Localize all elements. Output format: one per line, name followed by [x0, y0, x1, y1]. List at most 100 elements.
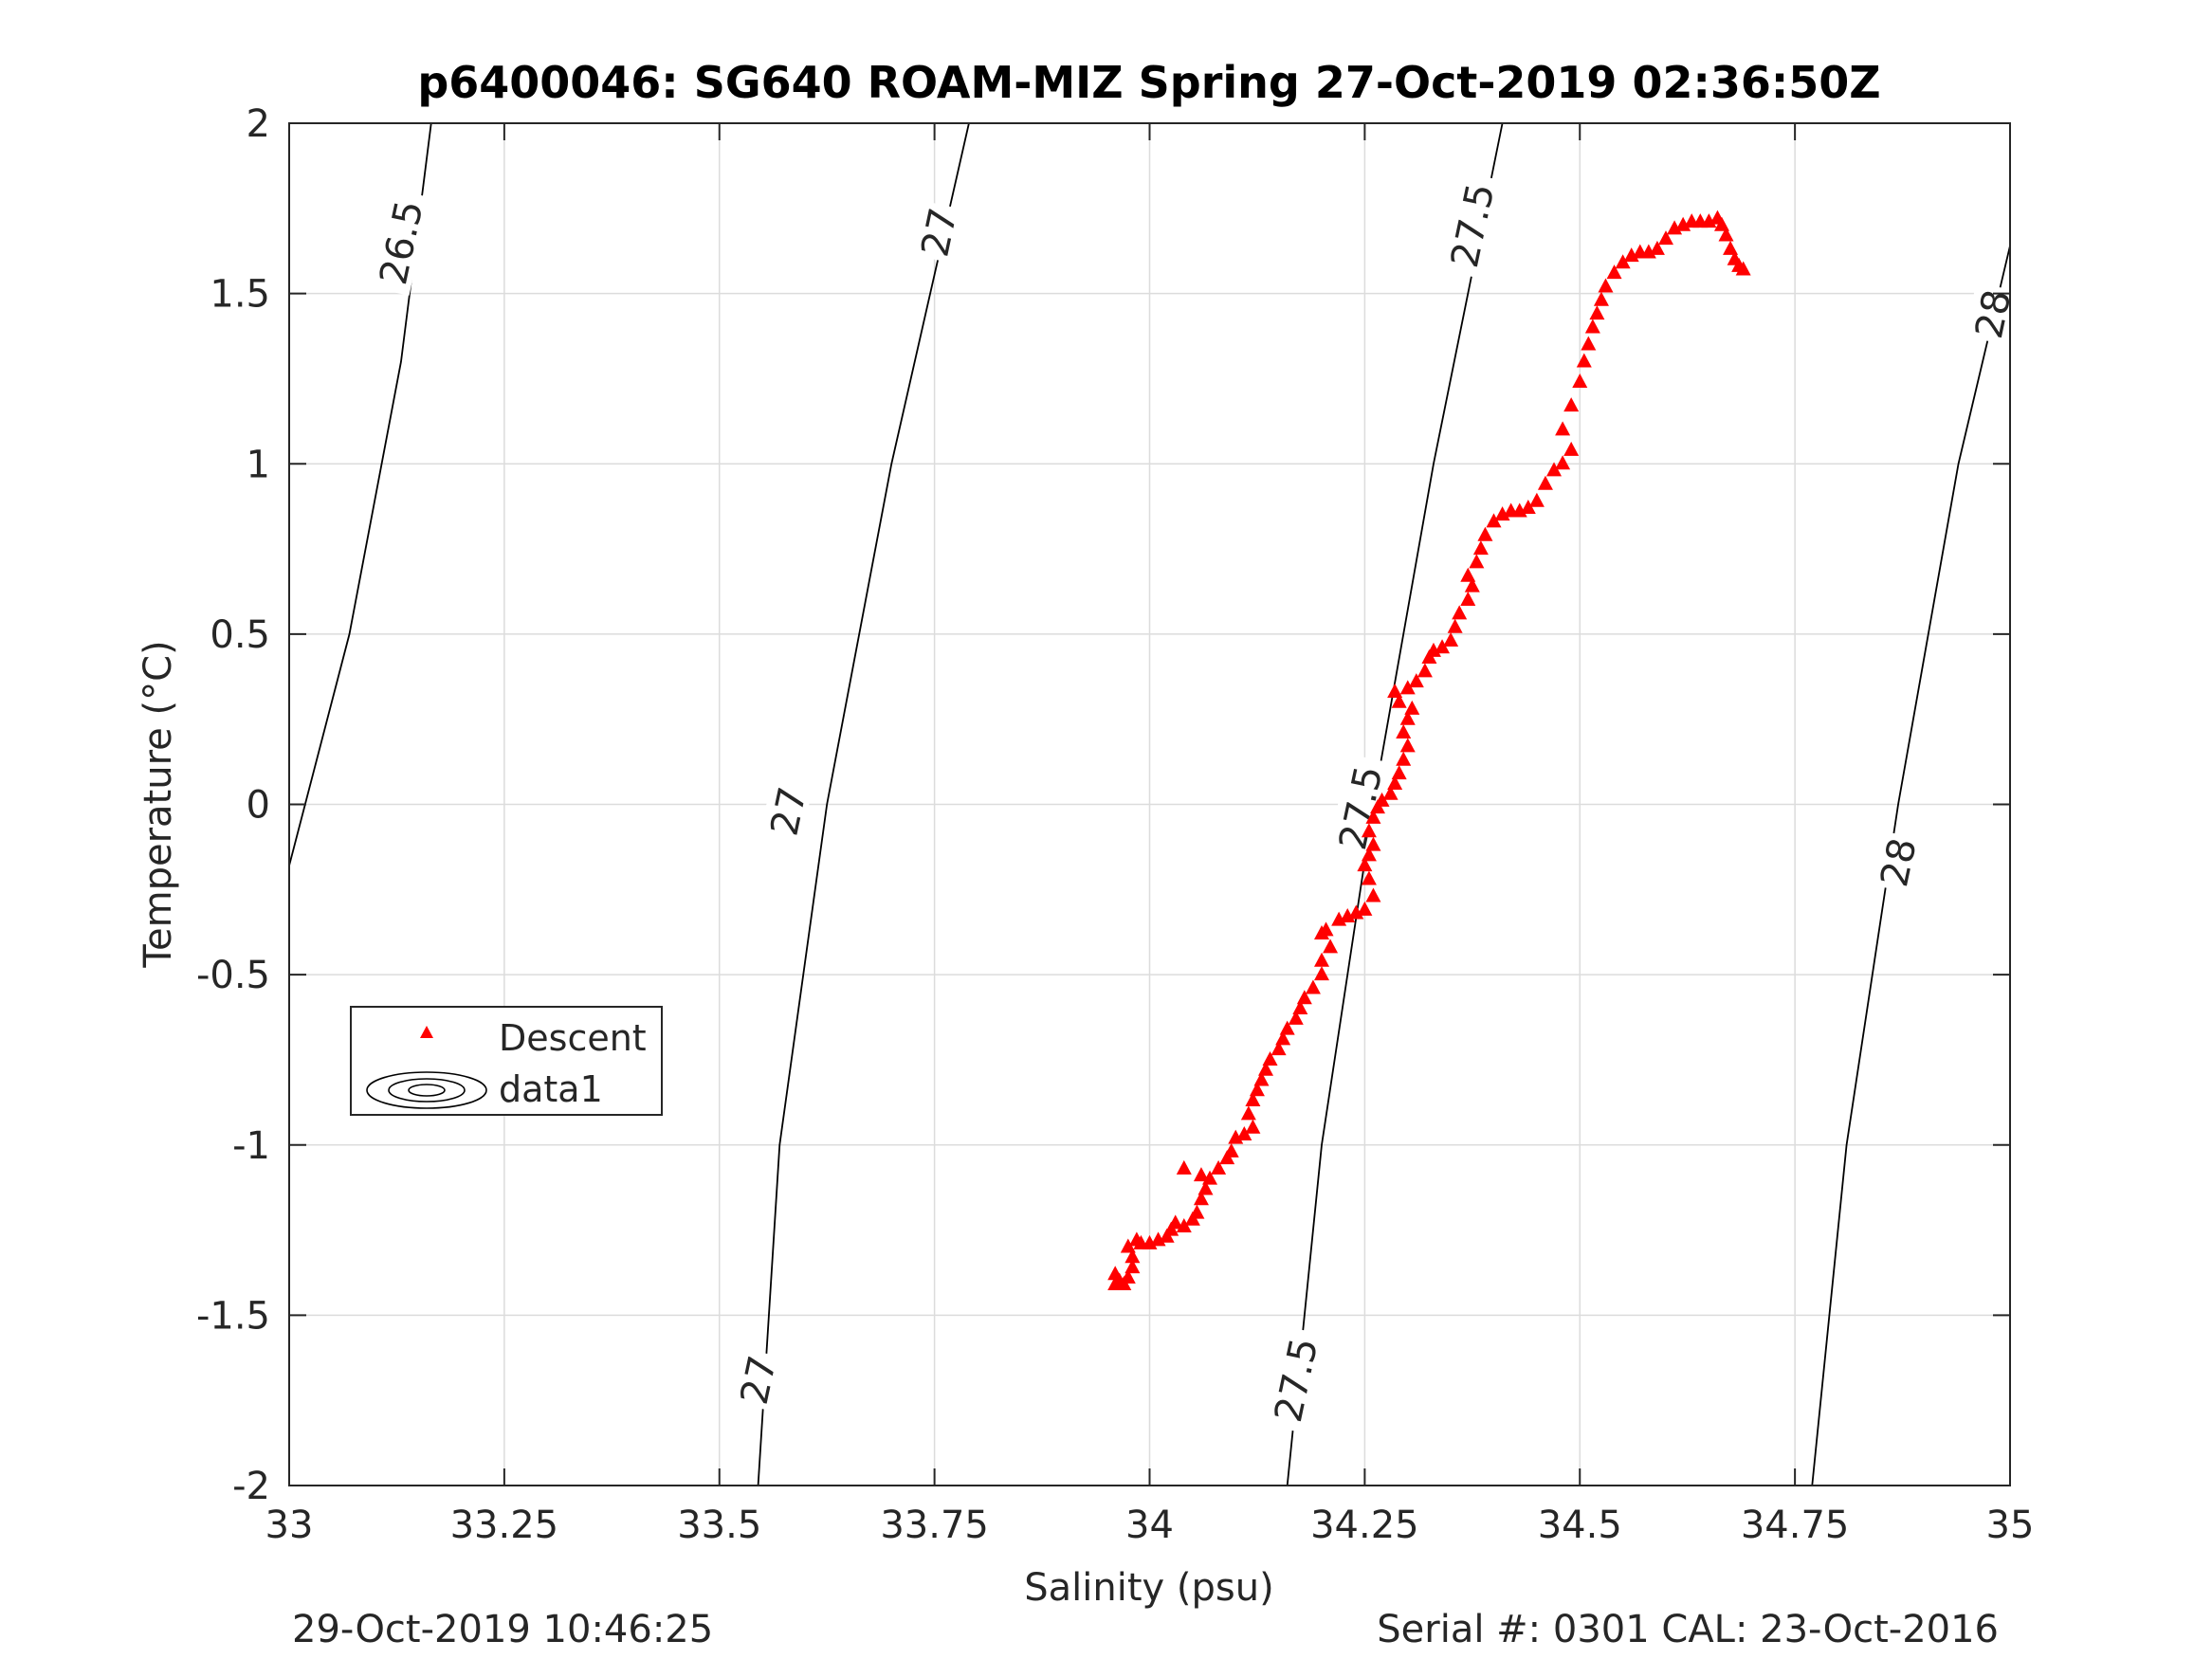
descent-point — [1555, 455, 1571, 470]
x-tick-label: 34.25 — [1310, 1504, 1419, 1547]
descent-point — [1262, 1050, 1278, 1066]
descent-point — [1193, 1167, 1209, 1182]
descent-point — [1107, 1266, 1124, 1281]
descent-point — [1417, 663, 1433, 678]
descent-point — [1563, 397, 1580, 412]
descent-point — [1365, 836, 1381, 851]
descent-point — [1314, 952, 1329, 967]
axis-ticks — [288, 122, 2011, 1486]
descent-point — [1528, 492, 1545, 507]
descent-point — [1361, 823, 1377, 838]
descent-point — [1537, 475, 1553, 490]
descent-point — [1120, 1238, 1136, 1253]
descent-point — [1606, 264, 1622, 280]
x-tick-label: 34.75 — [1741, 1504, 1850, 1547]
descent-point — [1546, 462, 1563, 477]
x-tick-label: 33.25 — [450, 1504, 559, 1547]
y-tick-label: -2 — [232, 1465, 270, 1508]
descent-point — [1464, 577, 1480, 592]
descent-point — [1374, 792, 1390, 807]
descent-point — [1396, 724, 1412, 739]
isopycnal-label-bg — [368, 188, 430, 296]
isopycnal-label-text: 27 — [763, 783, 816, 839]
descent-points — [1107, 210, 1751, 1291]
legend-box — [350, 1006, 663, 1116]
isopycnal-label-bg — [759, 779, 813, 843]
isopycnal-label: 27 — [730, 1348, 786, 1412]
descent-point — [1589, 305, 1605, 320]
y-tick-label: 0.5 — [210, 613, 270, 657]
y-tick-label: 1.5 — [210, 273, 270, 317]
descent-point — [1486, 513, 1502, 528]
descent-point — [1249, 1082, 1265, 1097]
descent-point — [1245, 1119, 1261, 1134]
isopycnal-label: 26.5 — [368, 188, 432, 296]
descent-point — [1581, 336, 1597, 351]
descent-point — [1236, 1125, 1252, 1140]
footer-timestamp: 29-Oct-2019 10:46:25 — [292, 1608, 713, 1651]
descent-point — [1387, 683, 1403, 698]
x-tick-label: 33 — [265, 1504, 314, 1547]
descent-point — [1323, 939, 1339, 954]
descent-point — [1292, 1000, 1308, 1015]
isopycnal-label-text: 27 — [913, 204, 966, 260]
legend: Descent data1 — [350, 1006, 663, 1116]
descent-point — [1649, 240, 1665, 255]
descent-point — [1120, 1268, 1136, 1284]
x-tick-label: 33.5 — [677, 1504, 761, 1547]
descent-point — [1723, 240, 1739, 255]
descent-point — [1189, 1204, 1205, 1219]
descent-point — [1391, 765, 1407, 780]
y-axis-label: Temperature (°C) — [137, 640, 180, 968]
descent-point — [1408, 673, 1424, 688]
isopycnal-label: 28 — [1870, 830, 1926, 894]
isopycnal-label-bg — [1965, 282, 2018, 345]
y-tick-label: 2 — [247, 102, 270, 146]
x-tick-label: 33.75 — [880, 1504, 989, 1547]
descent-point — [1399, 738, 1416, 753]
descent-point — [1598, 278, 1614, 293]
isopycnal-label-bg — [730, 1348, 783, 1412]
legend-descent-marker — [420, 1026, 433, 1038]
descent-point — [1404, 700, 1420, 715]
descent-point — [1399, 710, 1416, 725]
descent-point — [1713, 216, 1729, 231]
descent-point — [1452, 605, 1468, 620]
descent-point — [1167, 1214, 1183, 1230]
isopycnal-label: 27 — [759, 779, 816, 843]
x-tick-labels: 33 33.25 33.5 33.75 34 34.25 34.5 34.75 35 — [265, 1504, 2035, 1547]
y-tick-label: 0 — [247, 784, 270, 828]
descent-point — [1469, 554, 1485, 569]
descent-point — [1124, 1249, 1141, 1264]
descent-point — [1361, 870, 1377, 885]
y-tick-label: 1 — [247, 443, 270, 486]
descent-point — [1279, 1020, 1295, 1035]
descent-point — [1576, 353, 1592, 368]
descent-point — [1477, 526, 1493, 541]
x-tick-label: 34 — [1125, 1504, 1174, 1547]
descent-point — [1593, 291, 1609, 306]
descent-point — [1391, 693, 1407, 708]
descent-point — [1357, 901, 1373, 916]
legend-contour-icon — [366, 1071, 487, 1109]
descent-point — [1193, 1191, 1209, 1206]
isopycnal-line — [1811, 246, 2011, 1486]
descent-point — [1520, 499, 1536, 514]
descent-point — [1658, 230, 1673, 246]
descent-point — [1718, 227, 1734, 242]
isopycnal-label-text: 27 — [733, 1352, 786, 1408]
descent-point — [1443, 632, 1459, 647]
descent-point — [1223, 1142, 1239, 1158]
descent-point — [1305, 979, 1321, 994]
legend-descent-label: Descent — [499, 1017, 647, 1059]
footer-serial-cal: Serial #: 0301 CAL: 23-Oct-2016 — [1377, 1608, 1999, 1651]
x-tick-label: 34.5 — [1538, 1504, 1622, 1547]
descent-point — [1563, 441, 1580, 456]
descent-point — [1382, 785, 1398, 800]
descent-point — [1572, 374, 1588, 389]
isopycnal-label-text: 28 — [1873, 834, 1926, 890]
isopycnal-line — [757, 122, 970, 1486]
isopycnal-label-bg — [1439, 171, 1502, 279]
